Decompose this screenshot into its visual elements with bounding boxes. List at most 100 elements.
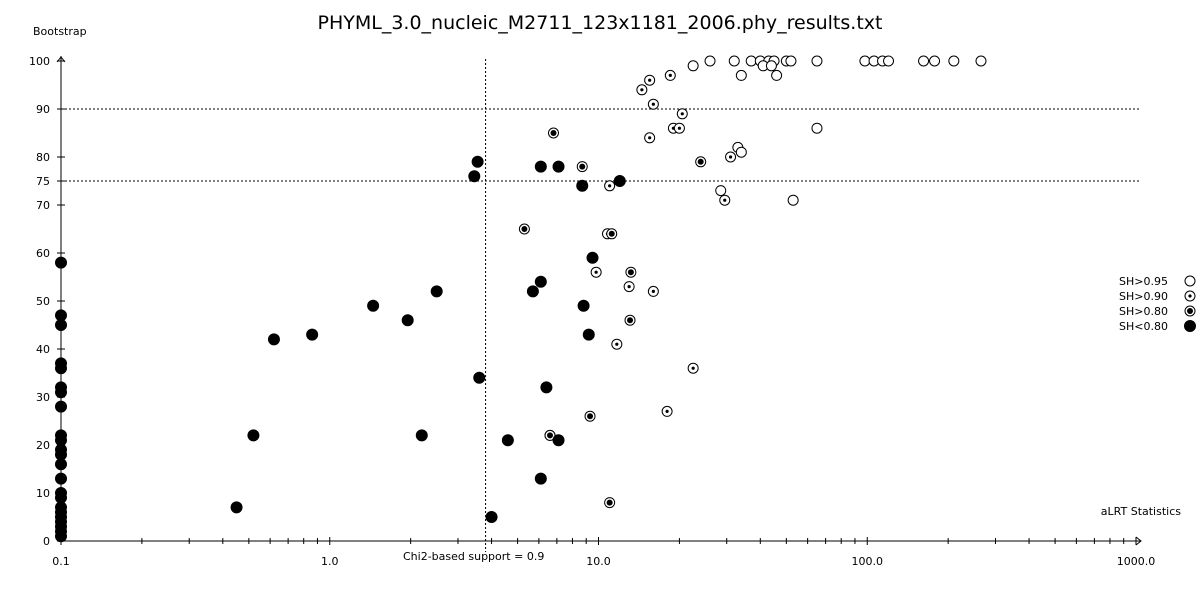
marker-ring — [929, 55, 941, 67]
marker-body — [501, 434, 514, 447]
marker-body — [430, 285, 443, 298]
data-point — [576, 179, 589, 192]
data-point — [55, 256, 67, 269]
marker-ring — [787, 194, 799, 206]
marker-dot — [550, 130, 557, 136]
y-tick-label: 0 — [43, 535, 50, 548]
legend-label: SH>0.95 — [1119, 275, 1168, 288]
marker-body — [577, 299, 590, 312]
marker-dot — [1187, 308, 1193, 314]
data-point — [644, 132, 656, 144]
marker-dot — [521, 226, 528, 232]
marker-body — [526, 285, 539, 298]
data-point — [55, 472, 67, 485]
x-tick-label: 10.0 — [586, 555, 611, 568]
data-point — [811, 55, 823, 67]
data-point — [644, 74, 656, 86]
y-tick-label: 50 — [36, 295, 50, 308]
data-point — [787, 194, 799, 206]
marker-body — [586, 251, 599, 264]
marker-body — [485, 511, 498, 523]
marker-body — [582, 328, 595, 341]
marker-dot — [651, 102, 655, 106]
data-point — [471, 155, 484, 168]
legend-label: SH>0.90 — [1119, 290, 1168, 303]
data-point — [673, 122, 685, 134]
marker-body — [468, 170, 481, 183]
y-axis-arrowhead — [56, 56, 66, 63]
marker-ring — [859, 55, 871, 67]
data-point — [687, 60, 699, 72]
data-point — [745, 55, 757, 67]
data-point — [785, 55, 797, 67]
data-point — [636, 84, 648, 96]
marker-dot — [627, 285, 631, 289]
y-tick-label: 10 — [36, 487, 50, 500]
data-point — [676, 108, 688, 120]
marker-dot — [615, 342, 619, 346]
data-point — [735, 69, 747, 81]
data-point — [267, 333, 280, 346]
data-point — [604, 497, 616, 509]
marker-dot — [723, 198, 727, 202]
marker-ring — [765, 60, 777, 72]
data-point — [584, 410, 596, 422]
data-point — [623, 281, 635, 293]
marker-dot — [547, 432, 554, 439]
data-point — [647, 285, 659, 297]
data-point — [55, 458, 67, 471]
marker-ring — [715, 185, 727, 197]
marker-ring — [735, 69, 747, 81]
data-point — [719, 194, 731, 206]
marker-body — [534, 472, 547, 485]
x-axis-label: aLRT Statistics — [1101, 505, 1181, 518]
marker-dot — [587, 413, 594, 420]
data-point — [473, 371, 486, 384]
y-tick-label: 90 — [36, 103, 50, 116]
marker-ring — [811, 55, 823, 67]
marker-dot — [627, 269, 634, 276]
data-point — [518, 223, 530, 235]
marker-body — [367, 299, 380, 312]
legend-marker — [1184, 320, 1196, 332]
marker-body — [415, 429, 428, 442]
marker-dot — [668, 73, 672, 77]
data-point — [647, 98, 659, 110]
marker-dot — [608, 184, 612, 188]
chi2-support-label: Chi2-based support = 0.9 — [403, 550, 544, 563]
marker-dot — [691, 366, 695, 370]
legend-label: SH>0.80 — [1119, 305, 1168, 318]
marker-dot — [728, 155, 733, 159]
marker-body — [534, 160, 547, 173]
marker-body — [473, 371, 486, 384]
marker-dot — [579, 163, 586, 170]
data-point — [526, 285, 539, 298]
reference-lines — [61, 59, 1141, 552]
data-point — [735, 146, 747, 158]
legend-marker — [1184, 290, 1196, 302]
marker-body — [55, 472, 67, 485]
marker-ring — [704, 55, 716, 67]
marker-dot — [677, 126, 682, 130]
data-point — [540, 381, 553, 394]
legend: SH>0.95 SH>0.90 SH>0.80 SH<0.80 — [1119, 275, 1196, 333]
data-point — [55, 400, 67, 413]
data-point — [661, 405, 673, 417]
y-tick-label: 40 — [36, 343, 50, 356]
y-tick-label: 100 — [29, 55, 50, 68]
x-tick-label: 1.0 — [321, 555, 339, 568]
marker-dot — [651, 289, 655, 293]
marker-dot — [608, 230, 615, 237]
marker-ring — [811, 122, 823, 134]
marker-body — [576, 179, 589, 192]
data-point — [534, 275, 547, 288]
marker-body — [55, 530, 67, 543]
data-point — [401, 314, 414, 327]
marker-body — [534, 275, 547, 288]
marker-body — [306, 328, 319, 341]
y-tick-label: 20 — [36, 439, 50, 452]
data-point — [728, 55, 740, 67]
data-point — [534, 160, 547, 173]
data-point — [501, 434, 514, 447]
marker-body — [55, 386, 67, 399]
